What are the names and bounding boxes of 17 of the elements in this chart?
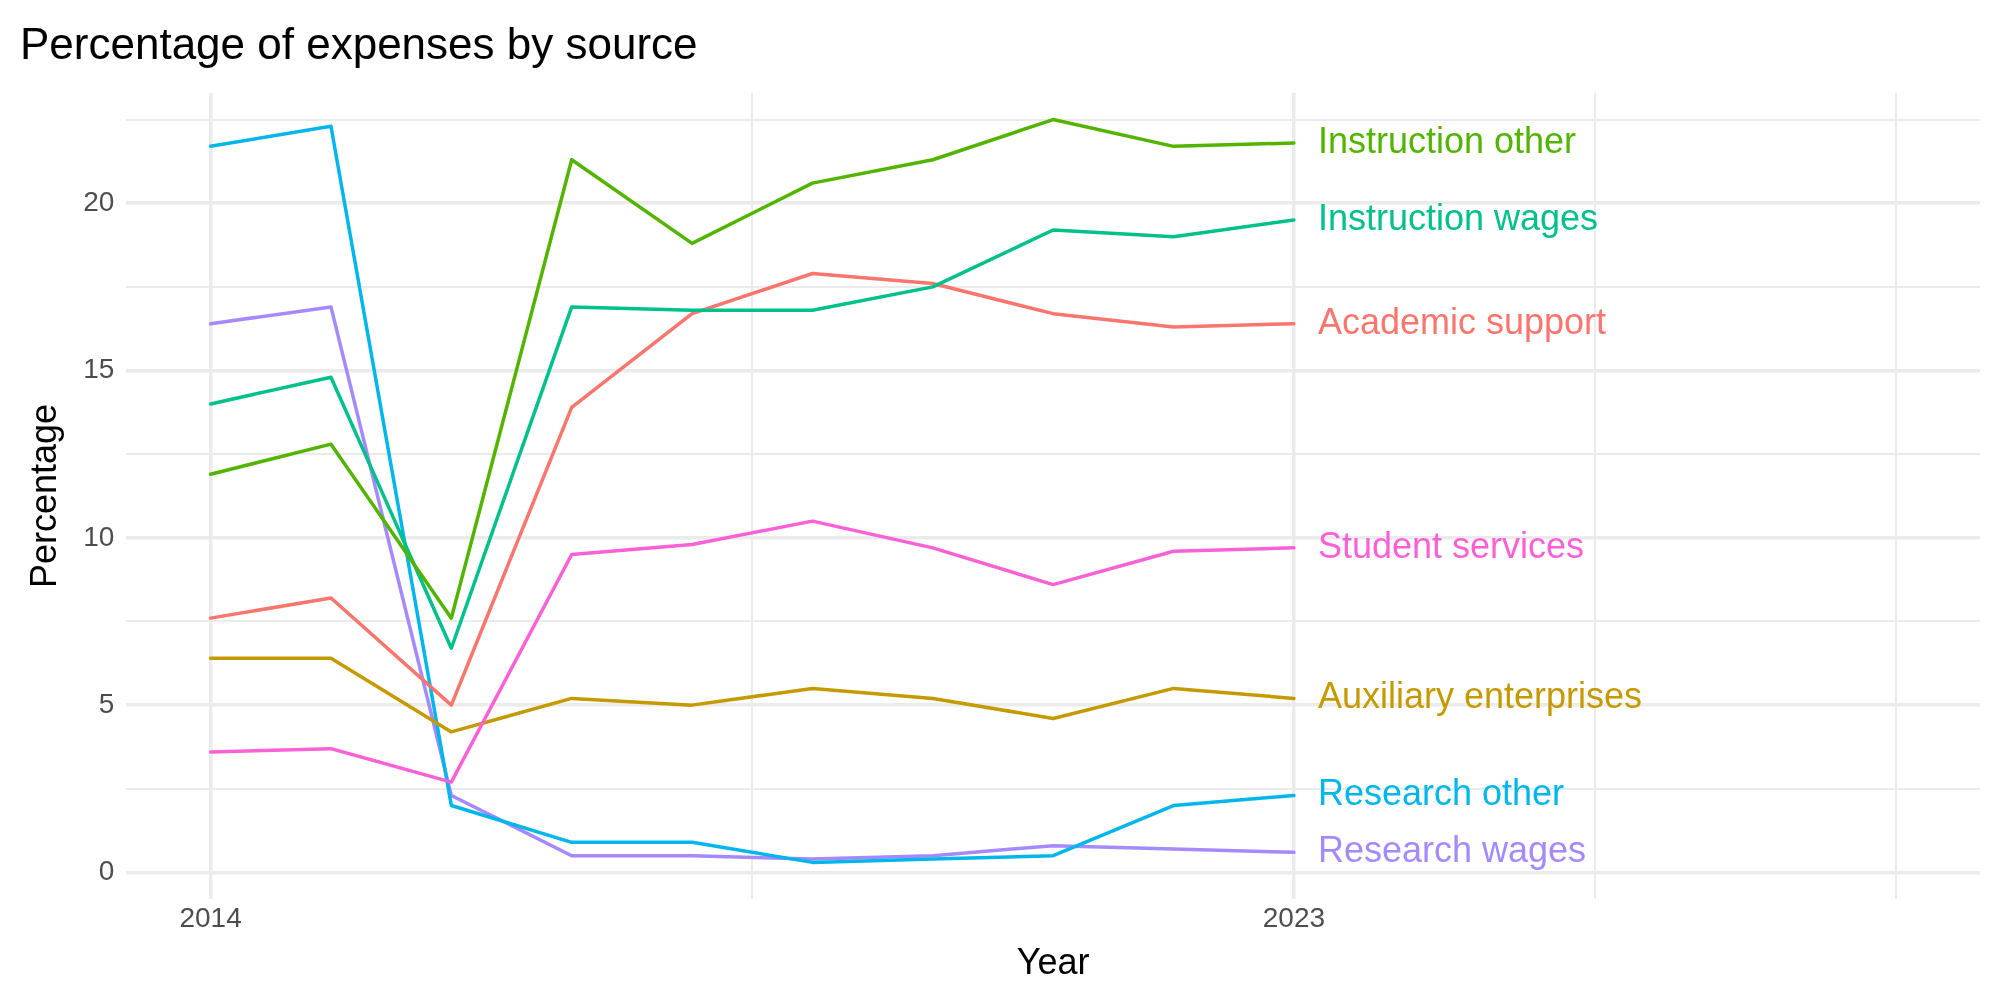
- series-label: Student services: [1317, 524, 1585, 566]
- series-label: Auxiliary enterprises: [1317, 675, 1643, 717]
- series-label: Academic support: [1317, 300, 1607, 342]
- series-label: Instruction other: [1317, 119, 1577, 161]
- series-label: Instruction wages: [1317, 196, 1599, 238]
- x-tick-label: 2023: [1262, 901, 1326, 933]
- y-tick-label: 20: [83, 185, 115, 217]
- chart-title: Percentage of expenses by source: [20, 18, 698, 68]
- y-axis-title: Percentage: [22, 403, 64, 589]
- series-label: Research wages: [1317, 829, 1587, 871]
- y-tick-label: 5: [98, 687, 115, 719]
- y-tick-label: 15: [83, 353, 115, 385]
- x-axis-title: Year: [1016, 941, 1090, 983]
- series-label: Research other: [1317, 772, 1565, 814]
- x-tick-label: 2014: [179, 901, 242, 933]
- y-tick-label: 0: [98, 855, 115, 887]
- y-tick-label: 10: [83, 520, 115, 552]
